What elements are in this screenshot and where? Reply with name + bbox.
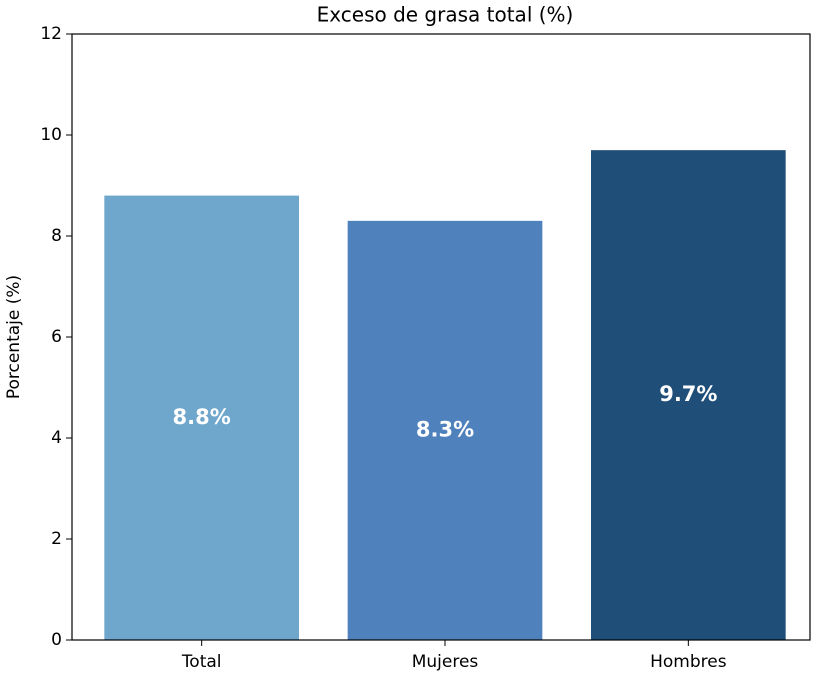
y-tick-label: 10 — [40, 125, 62, 145]
x-tick-label: Hombres — [650, 652, 727, 672]
x-tick-label: Mujeres — [412, 652, 479, 672]
y-tick-label: 4 — [51, 428, 62, 448]
y-tick-label: 6 — [51, 327, 62, 347]
bar — [591, 150, 786, 640]
bar — [347, 220, 543, 640]
y-tick-label: 8 — [51, 226, 62, 246]
x-tick-label: Total — [181, 652, 222, 672]
y-tick-label: 2 — [51, 529, 62, 549]
bar — [104, 195, 299, 640]
value-label: 8.8% — [173, 405, 231, 429]
value-label: 9.7% — [659, 382, 717, 406]
chart-title: Exceso de grasa total (%) — [317, 3, 574, 27]
y-tick-label: 0 — [51, 630, 62, 650]
y-axis-label: Porcentaje (%) — [4, 275, 24, 399]
value-label: 8.3% — [416, 417, 474, 441]
y-tick-label: 12 — [40, 24, 62, 44]
plot-frame — [71, 33, 811, 641]
